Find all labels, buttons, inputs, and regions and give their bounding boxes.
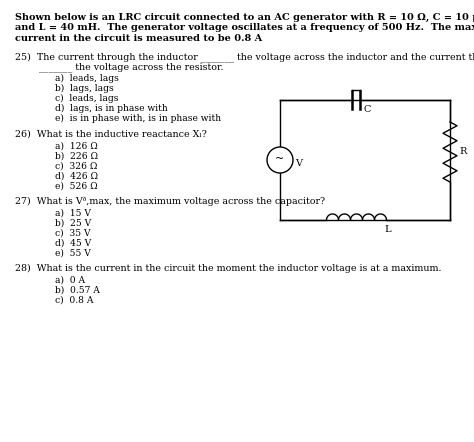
Text: d)  lags, is in phase with: d) lags, is in phase with [55, 104, 168, 113]
Text: e)  55 V: e) 55 V [55, 249, 91, 258]
Text: b)  0.57 A: b) 0.57 A [55, 286, 100, 295]
Text: e)  526 Ω: e) 526 Ω [55, 182, 98, 191]
Text: c)  0.8 A: c) 0.8 A [55, 296, 93, 305]
Text: a)  126 Ω: a) 126 Ω [55, 142, 98, 151]
Text: d)  45 V: d) 45 V [55, 239, 91, 248]
Text: d)  426 Ω: d) 426 Ω [55, 172, 98, 181]
Text: current in the circuit is measured to be 0.8 A: current in the circuit is measured to be… [15, 34, 262, 43]
Text: 25)  The current through the inductor _______ the voltage across the inductor an: 25) The current through the inductor ___… [15, 52, 474, 62]
Text: R: R [459, 148, 466, 156]
Text: a)  0 A: a) 0 A [55, 276, 85, 285]
Text: L: L [384, 225, 391, 235]
Text: V: V [295, 160, 302, 168]
Text: b)  25 V: b) 25 V [55, 219, 91, 228]
Text: ~: ~ [275, 154, 284, 164]
Text: a)  leads, lags: a) leads, lags [55, 74, 119, 83]
Text: c)  35 V: c) 35 V [55, 229, 91, 238]
Text: c)  326 Ω: c) 326 Ω [55, 162, 97, 171]
Text: _______ the voltage across the resistor.: _______ the voltage across the resistor. [15, 62, 224, 72]
Circle shape [267, 147, 293, 173]
Text: b)  lags, lags: b) lags, lags [55, 84, 114, 93]
Text: e)  is in phase with, is in phase with: e) is in phase with, is in phase with [55, 114, 221, 123]
Text: and L = 40 mH.  The generator voltage oscillates at a frequency of 500 Hz.  The : and L = 40 mH. The generator voltage osc… [15, 23, 474, 33]
Text: b)  226 Ω: b) 226 Ω [55, 152, 98, 161]
Text: a)  15 V: a) 15 V [55, 209, 91, 218]
Text: c)  leads, lags: c) leads, lags [55, 94, 118, 103]
Text: 28)  What is the current in the circuit the moment the inductor voltage is at a : 28) What is the current in the circuit t… [15, 264, 441, 273]
Text: 27)  What is Vᶞ,max, the maximum voltage across the capacitor?: 27) What is Vᶞ,max, the maximum voltage … [15, 197, 325, 206]
Text: 26)  What is the inductive reactance Xₗ?: 26) What is the inductive reactance Xₗ? [15, 130, 207, 139]
Text: C: C [364, 106, 371, 114]
Text: Shown below is an LRC circuit connected to an AC generator with R = 10 Ω, C = 10: Shown below is an LRC circuit connected … [15, 13, 474, 22]
